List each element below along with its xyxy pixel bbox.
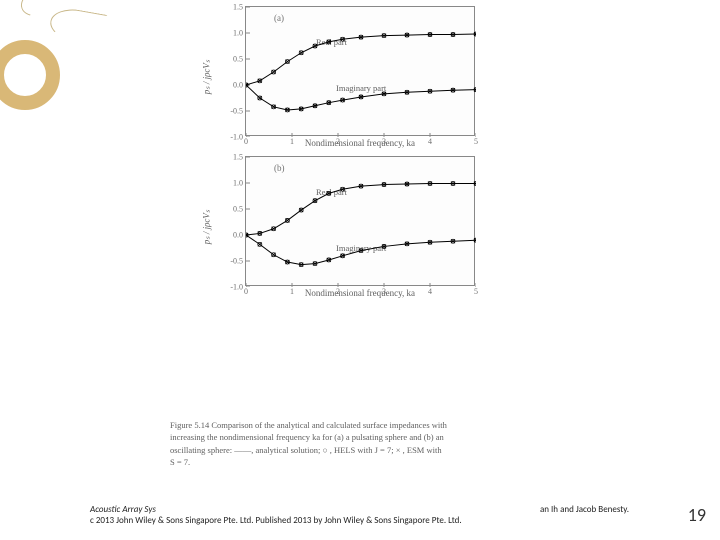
figure-charts: (a) Real part Imaginary part -1.0-0.50.0… [225,6,505,306]
caption-line: increasing the nondimensional frequency … [170,432,550,443]
xtick: 5 [474,137,478,146]
ytick: 1.5 [233,3,243,12]
footer-line-2: c 2013 John Wiley & Sons Singapore Pte. … [90,515,670,526]
chart-a-ylabel: pₛ / jρcVₛ [202,60,213,95]
ytick: 0.5 [233,55,243,64]
chart-a-plot: (a) Real part Imaginary part -1.0-0.50.0… [245,6,475,136]
footer-line-1: Acoustic Array Sys an Ih and Jacob Benes… [90,504,670,515]
leaf-shape [48,5,108,46]
ytick: -0.5 [230,107,243,116]
leaf-shape [16,0,73,23]
xtick: 4 [428,137,432,146]
ytick: -1.0 [230,133,243,142]
ytick: 1.5 [233,153,243,162]
xtick: 3 [382,137,386,146]
xtick: 4 [428,287,432,296]
ytick: -1.0 [230,283,243,292]
ytick: 0.0 [233,81,243,90]
ytick: 0.5 [233,205,243,214]
chart-a: (a) Real part Imaginary part -1.0-0.50.0… [225,6,505,148]
ytick: -0.5 [230,257,243,266]
chart-b-plot: (b) Real part Imaginary part -1.0-0.50.0… [245,156,475,286]
slide-footer: Acoustic Array Sys an Ih and Jacob Benes… [90,504,670,526]
xtick: 0 [244,137,248,146]
caption-line: Figure 5.14 Comparison of the analytical… [170,420,550,431]
chart-b-xlabel: Nondimensional frequency, ka [245,288,475,298]
ytick: 0.0 [233,231,243,240]
ytick: 1.0 [233,29,243,38]
xtick: 2 [336,287,340,296]
xtick: 1 [290,287,294,296]
footer-authors-fragment: an Ih and Jacob Benesty. [540,504,629,515]
footer-title-fragment: Acoustic Array Sys [90,504,156,515]
caption-line: oscillating sphere: ——, analytical solut… [170,445,550,456]
caption-line: S = 7. [170,457,550,468]
xtick: 5 [474,287,478,296]
figure-caption: Figure 5.14 Comparison of the analytical… [170,420,550,470]
xtick: 3 [382,287,386,296]
ytick: 1.0 [233,179,243,188]
chart-b-ylabel: pₛ / jρcVₛ [202,210,213,245]
chart-a-svg [246,7,476,137]
chart-b-svg [246,157,476,287]
xtick: 2 [336,137,340,146]
page-number: 19 [688,504,706,526]
chart-a-xlabel: Nondimensional frequency, ka [245,138,475,148]
gold-ring [0,40,60,110]
xtick: 1 [290,137,294,146]
slide-ornament [0,0,120,140]
xtick: 0 [244,287,248,296]
chart-b: (b) Real part Imaginary part -1.0-0.50.0… [225,156,505,298]
